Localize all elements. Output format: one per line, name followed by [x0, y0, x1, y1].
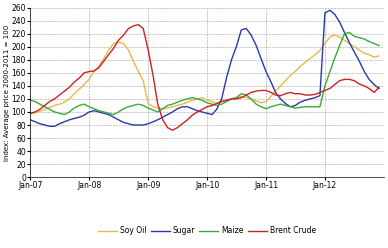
- Line: Brent Crude: Brent Crude: [30, 25, 379, 130]
- Y-axis label: Index: Average price 2000-2011 = 100: Index: Average price 2000-2011 = 100: [4, 24, 10, 160]
- Legend: Soy Oil, Sugar, Maize, Brent Crude: Soy Oil, Sugar, Maize, Brent Crude: [95, 223, 319, 239]
- Line: Maize: Maize: [30, 32, 379, 115]
- Line: Soy Oil: Soy Oil: [30, 35, 379, 114]
- Line: Sugar: Sugar: [30, 10, 379, 126]
